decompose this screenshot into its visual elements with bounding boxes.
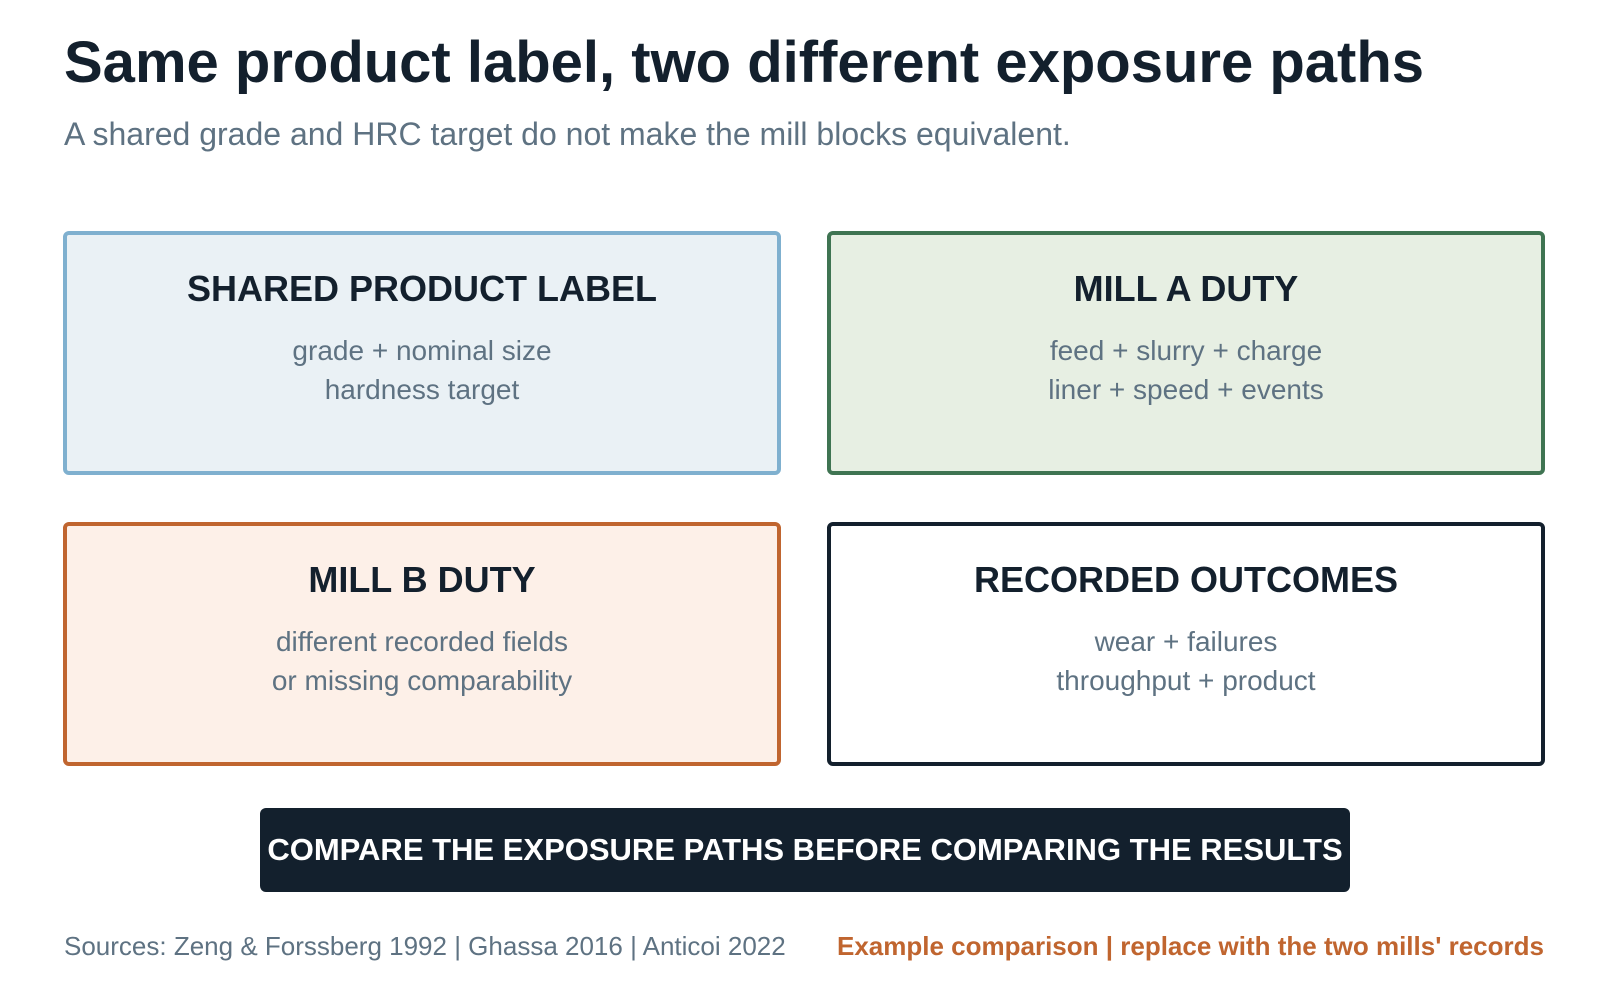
mill-a-duty-box: MILL A DUTY feed + slurry + charge liner… (827, 231, 1545, 475)
page-subtitle: A shared grade and HRC target do not mak… (64, 116, 1071, 152)
shared-product-label-title: SHARED PRODUCT LABEL (186, 268, 657, 309)
sources-footer: Sources: Zeng & Forssberg 1992 | Ghassa … (64, 931, 786, 961)
mill-a-duty-line-1: feed + slurry + charge (1049, 335, 1323, 366)
shared-product-label-line-1: grade + nominal size (292, 335, 552, 366)
shared-product-label-line-2: hardness target (324, 374, 520, 405)
mill-b-duty-title: MILL B DUTY (308, 559, 536, 600)
page-title: Same product label, two different exposu… (64, 30, 1425, 95)
mill-a-duty-line-2: liner + speed + events (1048, 374, 1324, 405)
mill-a-duty-title: MILL A DUTY (1073, 268, 1299, 309)
recorded-outcomes-line-1: wear + failures (1094, 626, 1278, 657)
mill-b-duty-line-2: or missing comparability (271, 665, 573, 696)
mill-b-duty-box: MILL B DUTY different recorded fields or… (63, 522, 781, 766)
recorded-outcomes-line-2: throughput + product (1056, 665, 1316, 696)
shared-product-label-box: SHARED PRODUCT LABEL grade + nominal siz… (63, 231, 781, 475)
mill-b-duty-line-1: different recorded fields (275, 626, 569, 657)
conclusion-banner: COMPARE THE EXPOSURE PATHS BEFORE COMPAR… (260, 808, 1350, 892)
recorded-outcomes-title: RECORDED OUTCOMES (973, 559, 1399, 600)
example-note: Example comparison | replace with the tw… (836, 931, 1544, 961)
recorded-outcomes-box: RECORDED OUTCOMES wear + failures throug… (827, 522, 1545, 766)
